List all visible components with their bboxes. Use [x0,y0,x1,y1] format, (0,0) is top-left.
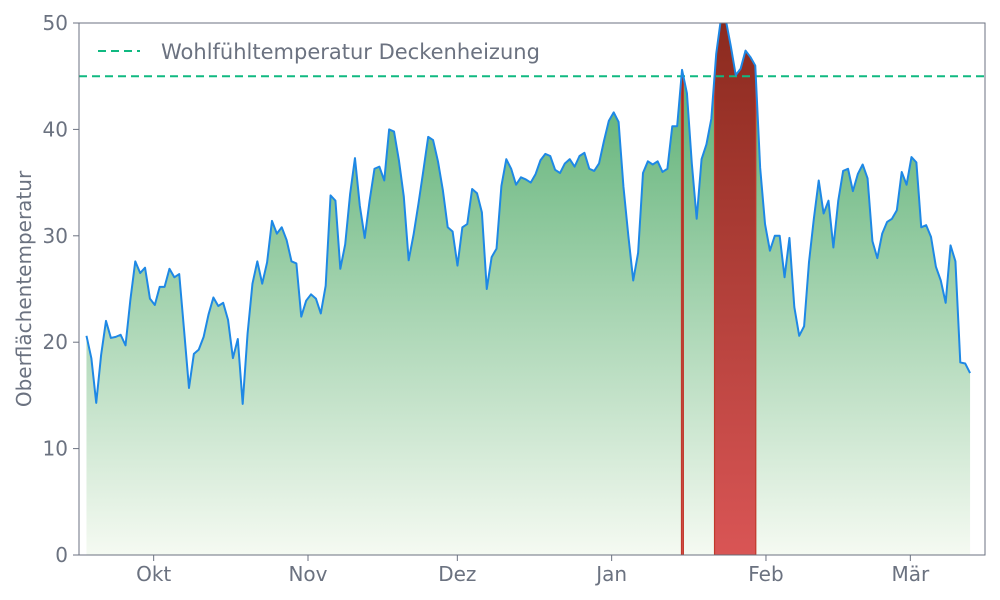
x-tick-label: Okt [136,562,171,586]
y-tick-label: 10 [43,437,68,461]
y-tick-label: 0 [55,543,68,567]
legend: Wohlfühltemperatur Deckenheizung [98,40,540,64]
y-tick-label: 30 [43,224,68,248]
plot-frame [78,22,986,556]
legend-label: Wohlfühltemperatur Deckenheizung [161,40,540,64]
y-tick-label: 50 [43,11,68,35]
exceedance-region-2 [713,23,757,555]
x-tick-label: Jan [594,562,627,586]
temperature-area-fill [86,23,971,555]
exceedance-region-1 [680,69,684,555]
x-tick-label: Mär [891,562,930,586]
x-tick-label: Nov [288,562,327,586]
y-axis-label: Oberflächentemperatur [12,170,36,407]
x-tick-label: Feb [748,562,783,586]
temperature-line [85,23,971,405]
y-tick-label: 40 [43,117,68,141]
y-tick-label: 20 [43,330,68,354]
x-tick-label: Dez [438,562,476,586]
